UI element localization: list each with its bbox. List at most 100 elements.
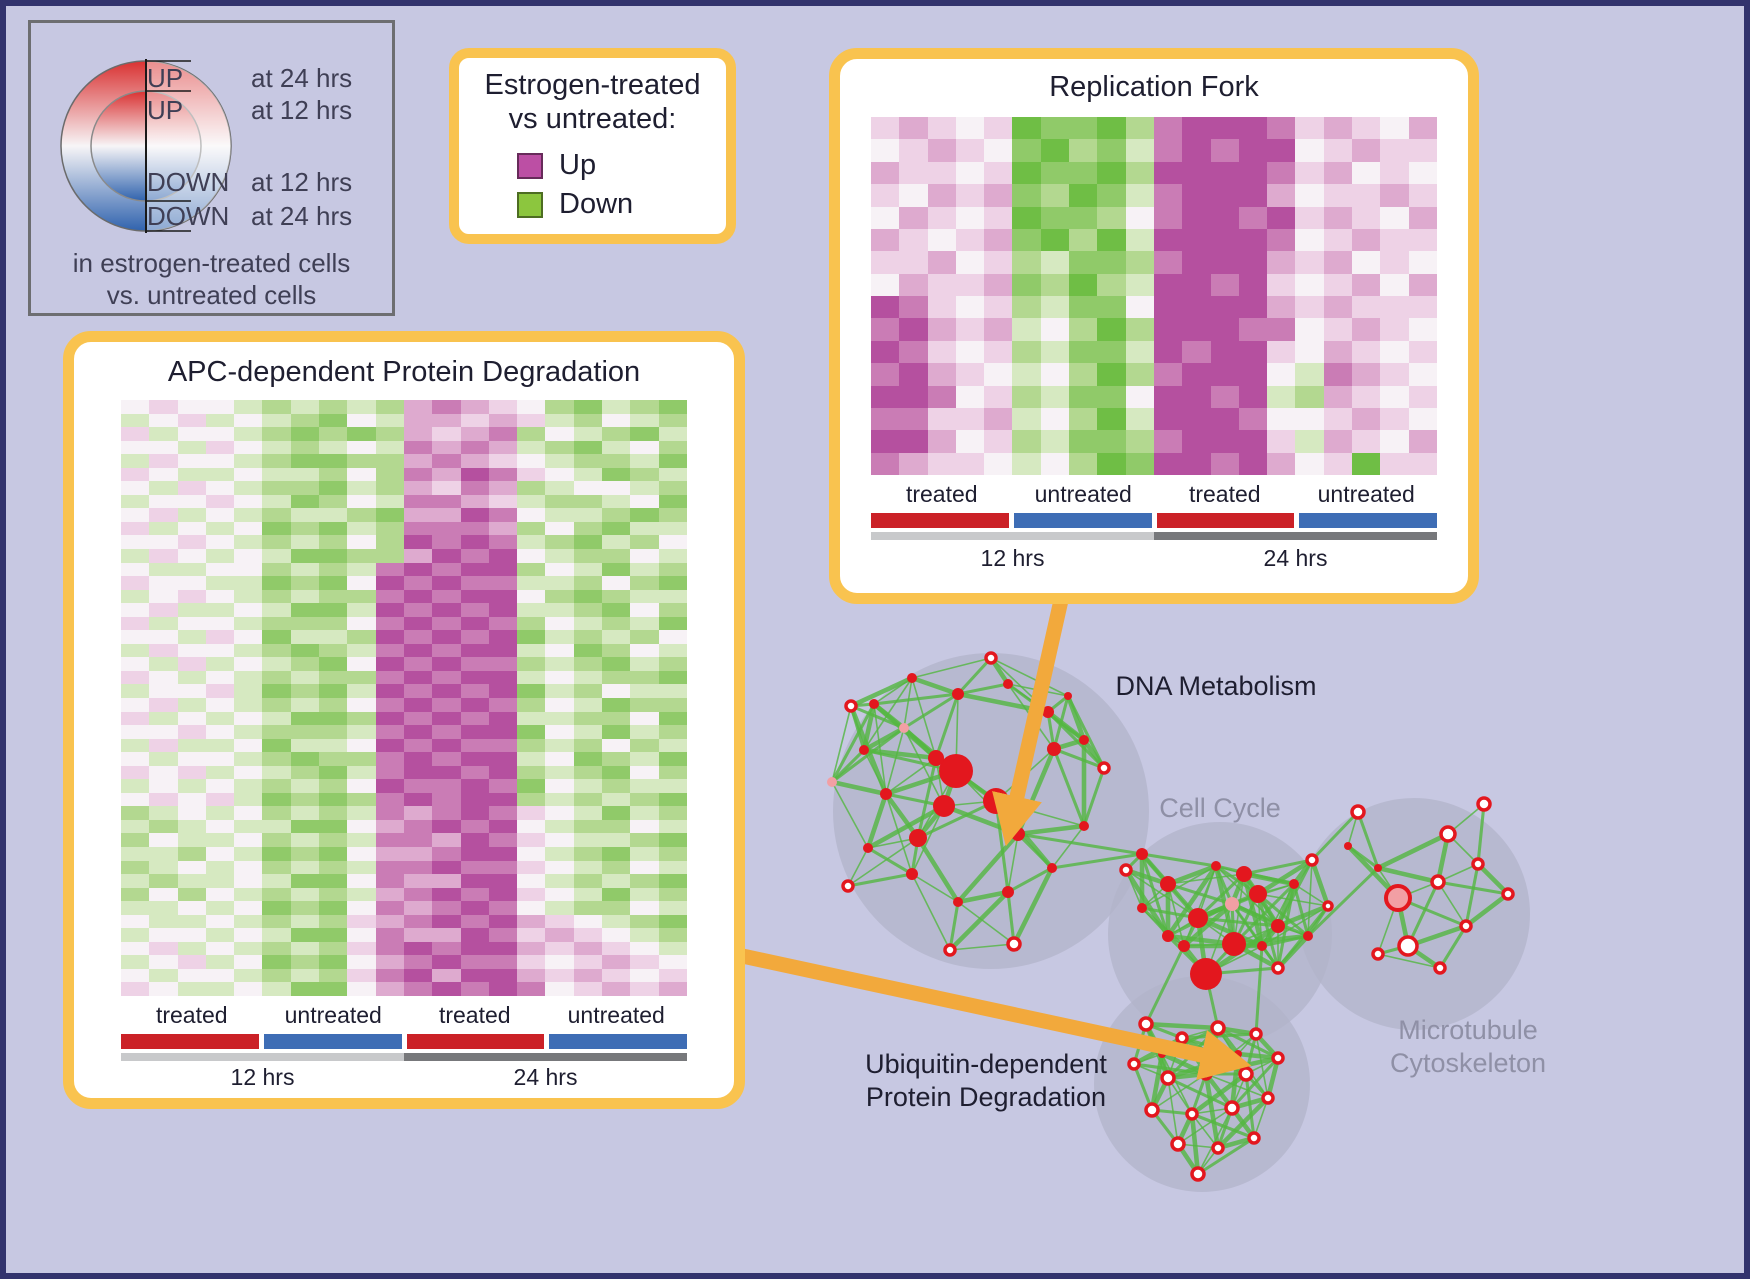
heatmap-cell xyxy=(460,400,489,414)
heatmap-cell xyxy=(432,941,461,956)
cluster-circle-mt xyxy=(1298,798,1530,1030)
heatmap-cell xyxy=(899,251,928,274)
heatmap-cell xyxy=(488,521,518,536)
network-node xyxy=(863,843,873,853)
heatmap-cell xyxy=(347,494,376,509)
network-edge xyxy=(1347,844,1379,870)
heatmap-cell xyxy=(121,725,150,739)
heatmap-cell xyxy=(545,806,574,820)
heatmap-cell xyxy=(871,206,900,229)
heatmap-cell xyxy=(375,508,404,522)
heatmap-cell xyxy=(1210,430,1239,453)
heatmap-cell xyxy=(319,752,348,766)
heatmap-cell xyxy=(375,454,404,468)
heatmap-cell xyxy=(149,711,178,726)
heatmap-cell xyxy=(121,521,150,536)
heatmap-cell xyxy=(262,860,291,875)
heatmap-cell xyxy=(234,643,263,658)
network-node xyxy=(1160,1070,1176,1086)
heatmap-cell xyxy=(121,400,150,414)
heatmap-cell xyxy=(1210,318,1239,341)
heatmap-cell xyxy=(658,914,687,929)
heatmap-cell xyxy=(517,698,546,712)
heatmap-cell xyxy=(375,887,404,902)
heatmap-cell xyxy=(1040,117,1070,140)
heatmap-cell xyxy=(234,779,263,793)
heatmap-cell xyxy=(432,427,461,441)
network-edge xyxy=(990,657,1069,697)
heatmap-cell xyxy=(630,874,659,888)
heatmap-cell xyxy=(899,206,928,229)
heatmap-cell xyxy=(984,273,1013,296)
heatmap-cell xyxy=(573,860,603,875)
heatmap-cell xyxy=(149,982,178,996)
heatmap-cell xyxy=(602,562,631,577)
heatmap-cell xyxy=(1125,184,1154,207)
heatmap-cell xyxy=(545,684,574,698)
heatmap-cell xyxy=(1153,430,1183,453)
time-label: 24 hrs xyxy=(513,1064,578,1090)
heatmap-cell xyxy=(1153,296,1183,319)
heatmap-cell xyxy=(573,508,603,522)
heatmap-cell xyxy=(432,698,461,712)
heatmap-cell xyxy=(1210,296,1239,319)
group-label: untreated xyxy=(284,1002,382,1028)
replication-group-labels: treated untreated treated untreated xyxy=(871,481,1437,508)
heatmap-cell xyxy=(573,765,603,780)
heatmap-cell xyxy=(149,440,178,455)
heatmap-cell xyxy=(290,779,320,793)
heatmap-cell xyxy=(375,684,404,698)
heatmap-cell xyxy=(1069,363,1098,386)
heatmap-cell xyxy=(1097,296,1126,319)
heatmap-cell xyxy=(1295,340,1324,364)
heatmap-cell xyxy=(1182,385,1211,408)
heatmap-cell xyxy=(658,494,687,509)
treated-bar-segment xyxy=(871,513,1009,528)
heatmap-cell xyxy=(177,698,206,712)
heatmap-cell xyxy=(545,819,574,834)
heatmap-cell xyxy=(1267,430,1296,453)
replication-fork-title: Replication Fork xyxy=(1049,71,1259,103)
heatmap-cell xyxy=(517,427,546,441)
heatmap-cell xyxy=(630,576,659,590)
heatmap-cell xyxy=(403,549,433,563)
heatmap-cell xyxy=(290,454,320,468)
heatmap-cell xyxy=(1267,184,1296,207)
heatmap-cell xyxy=(630,684,659,698)
heatmap-cell xyxy=(347,670,376,685)
heatmap-cell xyxy=(1182,407,1211,431)
heatmap-cell xyxy=(234,508,263,522)
network-node xyxy=(1136,848,1148,860)
heatmap-cell xyxy=(517,928,546,942)
heatmap-cell xyxy=(517,792,546,807)
network-edge xyxy=(911,677,937,759)
heatmap-cell xyxy=(234,589,263,604)
heatmap-cell xyxy=(205,901,235,915)
network-edge xyxy=(1216,1096,1270,1150)
heatmap-cell xyxy=(205,833,235,847)
legend-row: UP at 24 hrs xyxy=(147,63,352,93)
heatmap-cell xyxy=(1182,184,1211,207)
color-key-item-down: Down xyxy=(517,185,633,224)
heatmap-cell xyxy=(347,752,376,766)
heatmap-cell xyxy=(205,698,235,712)
heatmap-cell xyxy=(1238,139,1268,162)
heatmap-cell xyxy=(403,968,433,983)
heatmap-cell xyxy=(488,562,518,577)
heatmap-cell xyxy=(1097,228,1126,252)
heatmap-cell xyxy=(262,684,291,698)
heatmap-cell xyxy=(347,603,376,617)
heatmap-cell xyxy=(1012,117,1041,140)
heatmap-cell xyxy=(121,427,150,441)
heatmap-cell xyxy=(1153,139,1183,162)
heatmap-cell xyxy=(1069,184,1098,207)
heatmap-cell xyxy=(1267,340,1296,364)
heatmap-cell xyxy=(630,779,659,793)
heatmap-cell xyxy=(488,616,518,631)
network-node xyxy=(899,723,909,733)
network-node xyxy=(827,777,837,787)
heatmap-cell xyxy=(658,819,687,834)
network-node xyxy=(880,788,892,800)
heatmap-cell xyxy=(460,508,489,522)
heatmap-cell xyxy=(658,603,687,617)
